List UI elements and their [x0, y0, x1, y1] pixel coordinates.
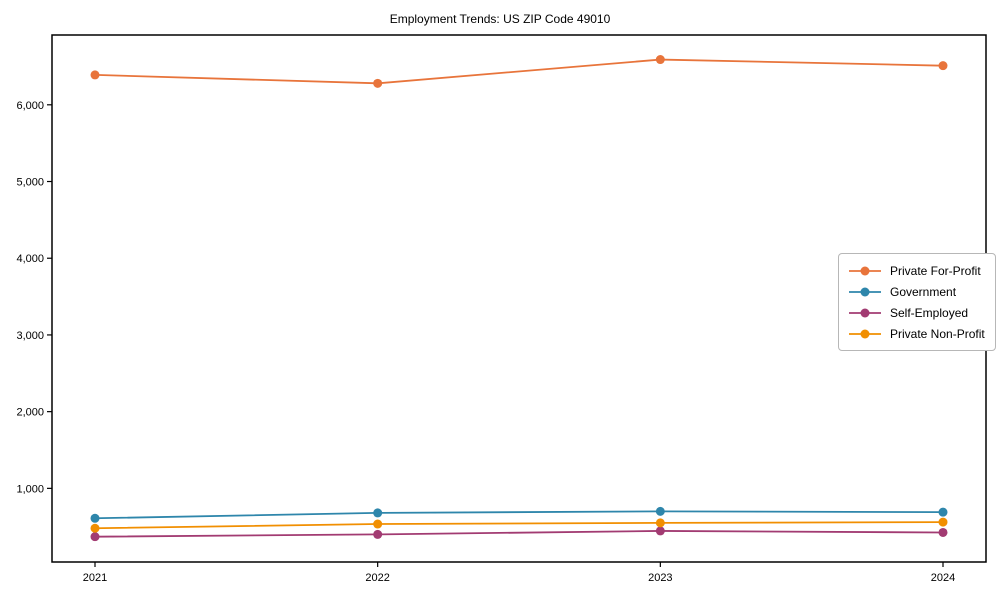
legend: Private For-Profit Government Self-Employe…	[838, 253, 996, 351]
series-marker-self-employed	[373, 529, 383, 539]
series-marker-private-for-profit	[373, 78, 383, 88]
legend-line-dot-icon	[849, 287, 881, 296]
y-tick-label: 4,000	[16, 253, 44, 265]
y-tick-label: 5,000	[16, 177, 44, 189]
legend-label: Private For-Profit	[890, 263, 981, 278]
x-tick-label: 2022	[365, 572, 389, 584]
legend-line-dot-icon	[849, 329, 881, 338]
legend-entry-private-non-profit: Private Non-Profit	[848, 323, 985, 344]
series-line-private-for-profit	[94, 58, 944, 85]
series-marker-private-for-profit	[90, 70, 100, 80]
series-marker-government	[90, 513, 100, 523]
plot-border	[51, 34, 987, 563]
series-marker-government	[655, 506, 665, 516]
series-marker-government	[938, 507, 948, 517]
legend-entry-self-employed: Self-Employed	[848, 302, 985, 323]
legend-entry-government: Government	[848, 281, 985, 302]
y-tick-label: 2,000	[16, 407, 44, 419]
series-marker-self-employed	[938, 527, 948, 537]
legend-label: Self-Employed	[890, 305, 969, 320]
series-marker-private-non-profit	[90, 523, 100, 533]
x-tick-label: 2021	[83, 572, 107, 584]
y-tick-label: 1,000	[16, 483, 44, 495]
chart-title: Employment Trends: US ZIP Code 49010	[389, 12, 611, 26]
series-marker-self-employed	[655, 526, 665, 536]
series-marker-private-for-profit	[655, 55, 665, 65]
series-marker-private-for-profit	[938, 61, 948, 71]
series-line-private-non-profit	[94, 521, 944, 530]
legend-label: Private Non-Profit	[890, 326, 985, 341]
series-line-self-employed	[94, 530, 944, 538]
series-line-government	[94, 510, 944, 520]
legend-label: Government	[890, 284, 957, 299]
series-marker-government	[373, 508, 383, 518]
series-marker-private-non-profit	[655, 518, 665, 528]
legend-line-dot-icon	[849, 266, 881, 275]
x-tick-label: 2023	[648, 572, 672, 584]
series-marker-private-non-profit	[938, 517, 948, 527]
series-marker-self-employed	[90, 532, 100, 542]
series-marker-private-non-profit	[373, 519, 383, 529]
legend-line-dot-icon	[849, 308, 881, 317]
y-tick-label: 3,000	[16, 330, 44, 342]
legend-entry-private-for-profit: Private For-Profit	[848, 260, 985, 281]
y-tick-label: 6,000	[16, 100, 44, 112]
x-tick-label: 2024	[931, 572, 955, 584]
